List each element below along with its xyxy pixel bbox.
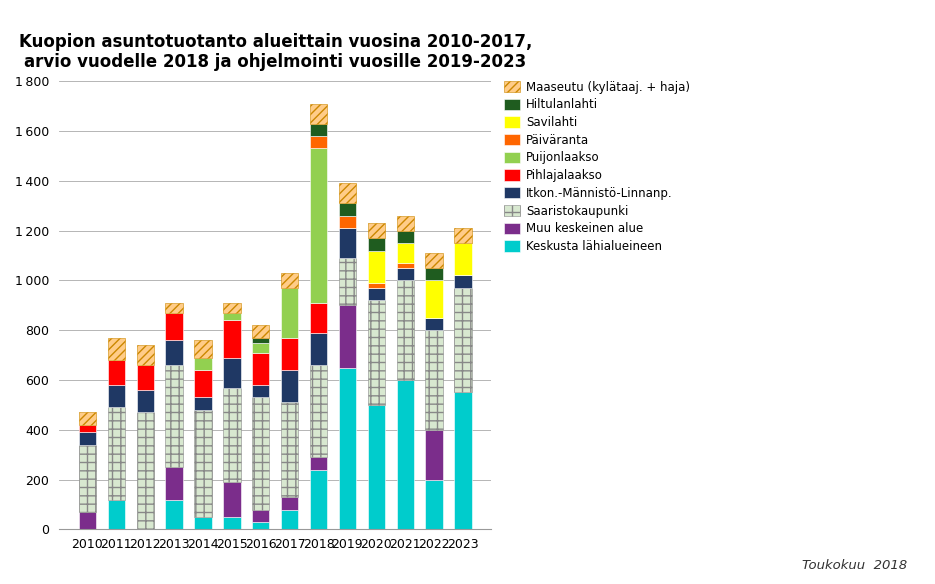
Legend: Maaseutu (kylätaaj. + haja), Hiltulanlahti, Savilahti, Päiväranta, Puijonlaakso,: Maaseutu (kylätaaj. + haja), Hiltulanlah… <box>501 78 693 255</box>
Bar <box>194 410 211 517</box>
Bar <box>108 360 125 385</box>
Bar <box>165 365 182 467</box>
Bar <box>281 370 298 402</box>
Bar <box>79 432 96 445</box>
Bar <box>281 497 298 509</box>
Bar <box>165 313 182 340</box>
Text: Toukokuu  2018: Toukokuu 2018 <box>802 559 907 572</box>
Bar <box>338 203 356 215</box>
Bar <box>137 345 154 365</box>
Bar <box>309 457 327 470</box>
Bar <box>252 398 269 509</box>
Bar <box>223 313 240 320</box>
Bar <box>165 499 182 530</box>
Bar <box>108 338 125 360</box>
Bar <box>425 280 443 318</box>
Bar <box>425 253 443 268</box>
Bar <box>108 385 125 408</box>
Bar <box>108 499 125 530</box>
Bar <box>252 338 269 343</box>
Bar <box>194 398 211 410</box>
Bar <box>338 228 356 258</box>
Bar <box>338 367 356 530</box>
Bar <box>223 320 240 357</box>
Bar <box>454 243 471 276</box>
Bar <box>252 522 269 530</box>
Bar <box>367 238 385 251</box>
Bar <box>338 183 356 203</box>
Bar <box>252 325 269 338</box>
Bar <box>309 303 327 333</box>
Bar <box>454 288 471 392</box>
Bar <box>309 136 327 148</box>
Bar <box>223 303 240 313</box>
Bar <box>79 445 96 512</box>
Bar <box>338 258 356 305</box>
Bar <box>223 517 240 530</box>
Bar <box>252 353 269 385</box>
Bar <box>194 517 211 530</box>
Bar <box>396 263 414 268</box>
Bar <box>309 470 327 530</box>
Bar <box>165 303 182 313</box>
Bar <box>309 365 327 457</box>
Bar <box>252 385 269 398</box>
Bar <box>79 425 96 432</box>
Bar <box>108 408 125 499</box>
Bar <box>454 276 471 288</box>
Bar <box>281 402 298 497</box>
Bar <box>396 280 414 380</box>
Bar <box>367 283 385 288</box>
Bar <box>338 215 356 228</box>
Bar <box>281 288 298 338</box>
Bar <box>454 228 471 243</box>
Bar <box>252 509 269 522</box>
Bar <box>309 124 327 136</box>
Bar <box>367 288 385 300</box>
Bar <box>425 268 443 280</box>
Bar <box>367 405 385 530</box>
Bar <box>309 148 327 303</box>
Bar <box>281 338 298 370</box>
Bar <box>223 388 240 482</box>
Bar <box>367 300 385 405</box>
Bar <box>252 343 269 353</box>
Bar <box>309 103 327 124</box>
Bar <box>396 215 414 231</box>
Bar <box>454 392 471 530</box>
Bar <box>137 412 154 530</box>
Title: Kuopion asuntotuotanto alueittain vuosina 2010-2017,
arvio vuodelle 2018 ja ohje: Kuopion asuntotuotanto alueittain vuosin… <box>19 33 532 71</box>
Bar <box>281 509 298 530</box>
Bar <box>223 357 240 388</box>
Bar <box>137 390 154 412</box>
Bar <box>396 243 414 263</box>
Bar <box>194 370 211 398</box>
Bar <box>137 365 154 390</box>
Bar <box>194 340 211 357</box>
Bar <box>194 357 211 370</box>
Bar <box>79 412 96 425</box>
Bar <box>165 340 182 365</box>
Bar <box>425 430 443 479</box>
Bar <box>425 318 443 330</box>
Bar <box>396 231 414 243</box>
Bar <box>338 305 356 367</box>
Bar <box>79 512 96 530</box>
Bar <box>165 467 182 499</box>
Bar <box>309 333 327 365</box>
Bar <box>396 380 414 530</box>
Bar <box>223 482 240 517</box>
Bar <box>396 268 414 280</box>
Bar <box>367 251 385 283</box>
Bar <box>425 330 443 430</box>
Bar <box>367 223 385 238</box>
Bar <box>425 479 443 530</box>
Bar <box>281 273 298 288</box>
